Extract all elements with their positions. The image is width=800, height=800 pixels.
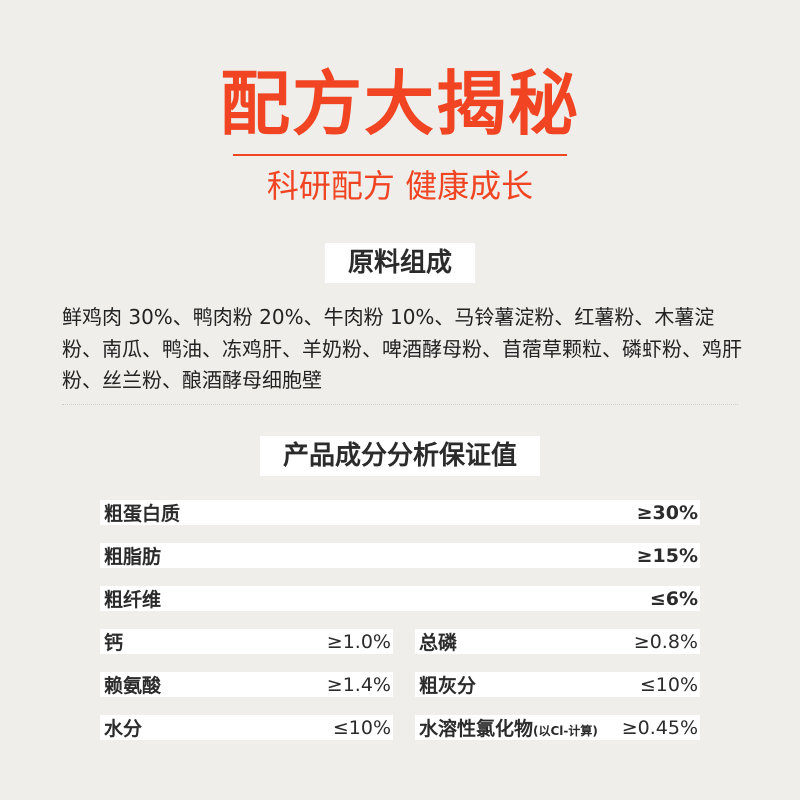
row-label: 粗灰分 — [419, 675, 477, 697]
row-value: ≤10% — [332, 716, 391, 739]
analysis-row-ash: 粗灰分 ≤10% — [415, 672, 700, 697]
page-title: 配方大揭秘 — [220, 63, 580, 145]
analysis-heading: 产品成分分析保证值 — [260, 436, 540, 476]
analysis-row-moisture: 水分 ≤10% — [100, 715, 393, 740]
row-value: ≤10% — [639, 673, 698, 696]
title-divider — [233, 154, 567, 156]
analysis-row-calcium: 钙 ≥1.0% — [100, 629, 393, 654]
row-value: ≥1.4% — [326, 673, 391, 696]
ingredients-heading: 原料组成 — [325, 243, 475, 283]
row-value: ≥1.0% — [326, 630, 391, 653]
row-label: 赖氨酸 — [104, 675, 162, 697]
subtitle: 科研配方 健康成长 — [266, 167, 534, 205]
analysis-row-fat: 粗脂肪 ≥15% — [100, 543, 700, 568]
analysis-row-fiber: 粗纤维 ≤6% — [100, 586, 700, 611]
row-label: 钙 — [104, 632, 124, 654]
section-divider — [62, 404, 738, 405]
ingredients-text: 鲜鸡肉 30%、鸭肉粉 20%、牛肉粉 10%、马铃薯淀粉、红薯粉、木薯淀粉、南… — [62, 305, 742, 392]
analysis-row-phosphorus: 总磷 ≥0.8% — [415, 629, 700, 654]
analysis-row-chloride: 水溶性氯化物(以Cl-计算) ≥0.45% — [415, 715, 700, 740]
analysis-row-protein: 粗蛋白质 ≥30% — [100, 500, 700, 525]
row-value: ≤6% — [649, 587, 698, 610]
row-value: ≥30% — [636, 501, 698, 524]
row-label: 水分 — [104, 718, 143, 740]
row-value: ≥0.45% — [621, 716, 698, 739]
row-value: ≥15% — [636, 544, 698, 567]
row-label: 粗纤维 — [104, 589, 162, 611]
row-label: 总磷 — [419, 632, 458, 654]
row-label-note: (以Cl-计算) — [533, 724, 598, 738]
row-label: 粗脂肪 — [104, 546, 162, 568]
row-label: 水溶性氯化物(以Cl-计算) — [419, 714, 598, 741]
row-value: ≥0.8% — [633, 630, 698, 653]
row-label-text: 水溶性氯化物 — [419, 718, 534, 740]
row-label: 粗蛋白质 — [104, 503, 181, 525]
analysis-row-lysine: 赖氨酸 ≥1.4% — [100, 672, 393, 697]
